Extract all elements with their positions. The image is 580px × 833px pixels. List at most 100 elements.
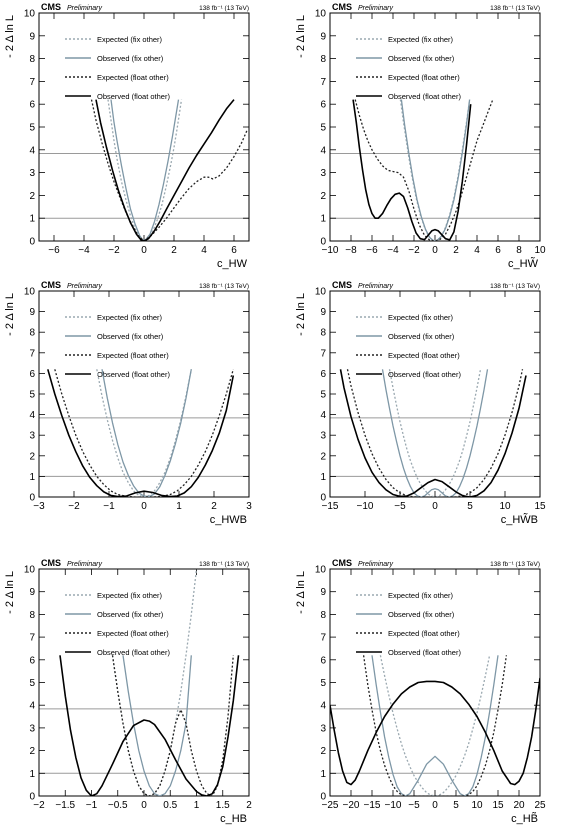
y-tick-label: 6 [29,369,35,380]
y-axis-label: - 2 Δ ln L [4,15,16,58]
y-tick-label: 7 [320,77,326,88]
x-tick-label: 1 [194,800,200,811]
lumi-label: 138 fb⁻¹ (13 TeV) [199,283,249,290]
series-group [90,99,249,241]
preliminary-label: Preliminary [67,5,103,12]
legend-label: Observed (fix other) [388,610,455,619]
y-tick-label: 10 [24,9,36,20]
y-tick-label: 8 [29,328,35,339]
x-tick-label: −15 [322,501,339,512]
y-tick-label: 5 [320,678,326,689]
legend-label: Expected (fix other) [388,35,454,44]
plot-frame [329,568,541,797]
panel-5: −2 −1.5 −1 −0.5 0 0.5 1 1.5 2 0 1 2 3 4 5 6 7 8 9 10 c_HB - 2… [4,558,252,825]
series-line-1 [379,655,491,796]
x-axis-label: c_HWB [210,514,247,526]
y-tick-label: 5 [320,390,326,401]
legend-label: Expected (float other) [388,73,460,82]
y-tick-label: 6 [320,369,326,380]
x-tick-label: 0 [432,501,438,512]
y-axis-label: - 2 Δ ln L [295,571,307,614]
cms-label: CMS [332,280,352,290]
legend-label: Expected (fix other) [388,313,454,322]
y-tick-label: 9 [29,31,35,42]
legend-label: Expected (fix other) [97,35,163,44]
series-line-2 [371,655,499,796]
x-tick-label: 10 [499,501,511,512]
x-tick-label: −2 [108,245,120,256]
x-axis-label: c_HB̃ [511,812,538,825]
y-tick-label: 5 [29,390,35,401]
y-tick-label: 4 [320,410,326,421]
series-line-2 [381,369,489,497]
legend-label: Observed (float other) [97,370,170,379]
y-axis-label: - 2 Δ ln L [295,293,307,336]
y-tick-label: 7 [320,633,326,644]
x-tick-label: −15 [364,800,381,811]
x-tick-label: 0 [432,800,438,811]
legend-label: Expected (fix other) [388,591,454,600]
series-line-2 [400,99,471,241]
y-tick-label: 2 [29,746,35,757]
lumi-label: 138 fb⁻¹ (13 TeV) [199,5,249,12]
x-tick-label: 15 [492,800,504,811]
y-tick-label: 9 [29,307,35,318]
y-tick-label: 10 [24,565,36,576]
y-tick-label: 0 [29,237,35,248]
x-tick-label: 3 [246,501,252,512]
y-tick-label: 9 [320,307,326,318]
legend-label: Expected (fix other) [97,313,163,322]
legend-label: Expected (float other) [388,629,460,638]
legend-label: Observed (fix other) [388,54,455,63]
cms-label: CMS [41,558,61,568]
x-tick-label: −1 [86,800,98,811]
x-tick-label: 10 [471,800,483,811]
plot-frame [38,12,250,242]
y-tick-label: 8 [320,54,326,65]
y-tick-label: 6 [320,655,326,666]
y-tick-label: 7 [29,633,35,644]
y-axis-label: - 2 Δ ln L [295,15,307,58]
y-tick-label: 7 [320,348,326,359]
y-tick-label: 3 [320,723,326,734]
legend-label: Expected (fix other) [97,591,163,600]
x-tick-label: −1.5 [55,800,75,811]
x-tick-label: 25 [534,800,546,811]
lumi-label: 138 fb⁻¹ (13 TeV) [490,561,540,568]
series-line-2 [110,99,180,241]
x-tick-label: −4 [78,245,90,256]
panel-3: −3 −2 −1 0 1 2 3 0 1 2 3 4 5 6 7 8 9 10 c_HWB - 2 Δ ln L CMS… [4,280,252,526]
x-tick-label: 2 [211,501,217,512]
series-line-4 [47,369,235,497]
y-tick-label: 3 [29,723,35,734]
x-tick-label: −10 [385,800,402,811]
plot-frame [329,12,541,242]
series-line-3 [90,99,249,241]
y-tick-label: 1 [29,472,35,483]
y-tick-label: 6 [29,100,35,111]
x-tick-label: 6 [231,245,237,256]
y-tick-label: 0 [320,493,326,504]
x-tick-label: −2 [33,800,45,811]
series-line-3 [346,369,524,497]
preliminary-label: Preliminary [67,561,103,568]
y-tick-label: 9 [320,31,326,42]
x-tick-label: −10 [357,501,374,512]
legend-label: Expected (float other) [388,351,460,360]
x-tick-label: 0 [141,501,147,512]
series-line-2 [122,655,192,796]
series-group [59,569,240,796]
y-tick-label: 10 [24,287,36,298]
y-tick-label: 4 [29,701,35,712]
y-tick-label: 8 [320,610,326,621]
y-tick-label: 10 [315,9,327,20]
x-tick-label: 4 [201,245,207,256]
y-tick-label: 2 [29,191,35,202]
legend-label: Expected (float other) [97,351,169,360]
y-tick-label: 1 [320,472,326,483]
y-tick-label: 1 [29,769,35,780]
y-tick-label: 8 [29,54,35,65]
cms-label: CMS [41,280,61,290]
